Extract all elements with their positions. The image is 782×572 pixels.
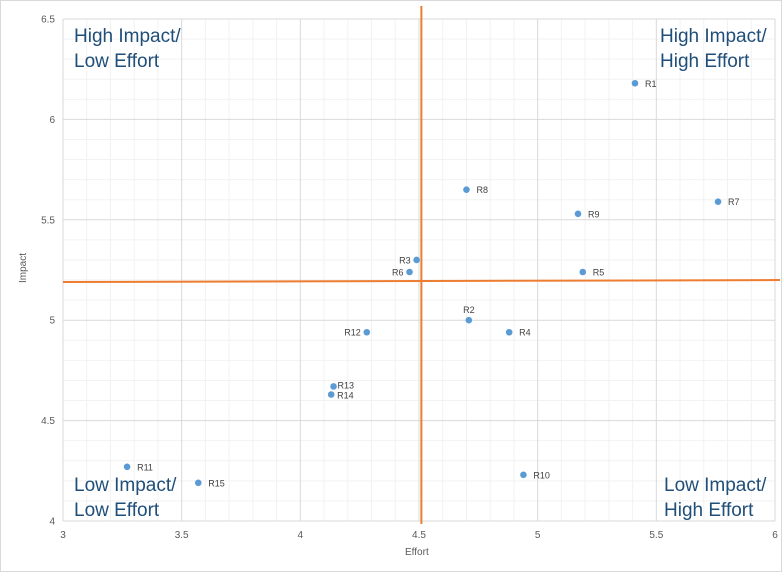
x-tick-label: 5.5	[649, 530, 663, 541]
data-point-r5	[579, 268, 587, 276]
quadrant-dividers	[62, 6, 781, 524]
x-tick-label: 3	[60, 530, 66, 541]
data-label-r8: R8	[476, 185, 488, 195]
data-label-r7: R7	[728, 197, 740, 207]
tick-labels: 3 3.5 4 4.5 5 5.5 6 4 4.5 5 5.5 6 6.5	[41, 15, 778, 542]
y-tick-label: 4.5	[41, 416, 55, 427]
quadrant-label-top-left: High Impact/ Low Effort	[74, 26, 181, 72]
data-point-r12	[363, 328, 371, 336]
data-point-r8	[463, 186, 470, 193]
data-label-r12: R12	[344, 328, 361, 338]
y-tick-label: 6	[49, 115, 55, 126]
data-label-r4: R4	[519, 328, 531, 338]
data-label-r1: R1	[645, 79, 657, 89]
quadrant-label-bottom-left: Low Impact/ Low Effort	[74, 475, 177, 521]
y-tick-label: 4	[49, 517, 55, 528]
quadrant-label-bottom-right: Low Impact/ High Effort	[664, 475, 767, 521]
data-point-r6	[406, 268, 413, 276]
data-label-r5: R5	[593, 268, 605, 278]
x-tick-label: 5	[535, 530, 541, 541]
major-gridlines	[62, 18, 776, 522]
data-point-r4	[505, 328, 513, 336]
data-point-r3	[413, 256, 420, 264]
x-tick-label: 4	[298, 530, 304, 541]
data-label-r13: R13	[338, 380, 355, 390]
y-tick-label: 5	[49, 316, 55, 327]
data-label-r2: R2	[463, 305, 475, 315]
x-axis-title: Effort	[405, 547, 429, 558]
data-point-r7	[714, 198, 722, 206]
horizontal-divider-line	[62, 279, 781, 284]
data-point-r1	[631, 79, 639, 87]
y-tick-label: 6.5	[41, 15, 55, 26]
x-tick-label: 4.5	[412, 530, 426, 541]
x-tick-label: 6	[772, 530, 778, 541]
data-label-r14: R14	[337, 390, 354, 400]
data-point-r14	[327, 391, 335, 398]
x-tick-label: 3.5	[175, 530, 189, 541]
data-label-r11: R11	[137, 462, 153, 472]
data-label-r6: R6	[392, 268, 404, 278]
quadrant-label-top-right: High Impact/ High Effort	[660, 26, 767, 72]
y-axis-title: Impact	[18, 252, 29, 283]
data-point-r2	[465, 316, 473, 324]
data-label-r9: R9	[588, 209, 600, 219]
data-point-r13	[330, 383, 337, 390]
data-label-r10: R10	[533, 470, 550, 480]
data-point-r11	[123, 463, 131, 471]
data-label-r3: R3	[399, 255, 411, 265]
y-tick-label: 5.5	[41, 215, 55, 226]
data-point-r10	[520, 471, 527, 479]
data-label-r15: R15	[208, 478, 225, 488]
data-point-r15	[194, 479, 202, 487]
data-point-r9	[574, 210, 582, 218]
